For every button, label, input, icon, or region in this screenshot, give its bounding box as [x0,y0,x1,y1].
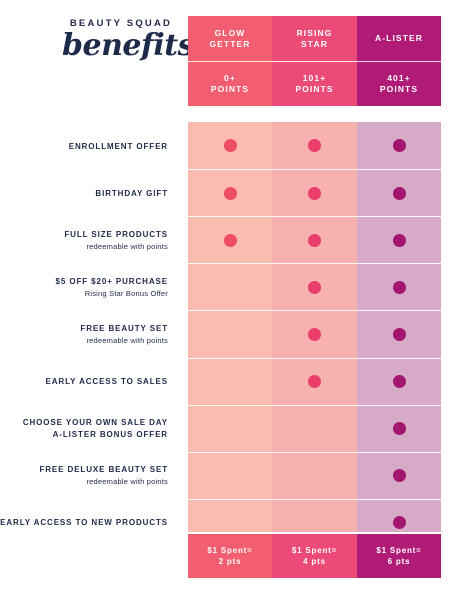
benefit-cell [357,451,441,499]
benefit-label: EARLY ACCESS TO SALES [0,376,168,388]
benefit-label: CHOOSE YOUR OWN SALE DAY A-LISTER BONUS … [0,417,168,441]
included-dot-icon [223,186,237,200]
benefit-cell [272,404,357,452]
benefit-cell [188,216,272,263]
benefit-cell [357,498,441,546]
benefit-subtitle: Rising Star Bonus Offer [84,288,168,298]
benefit-cell [188,357,272,405]
benefit-cell [272,169,357,216]
included-dot-icon [308,233,321,247]
benefit-cell [357,263,441,310]
tier-earn-rate-glow-getter: $1 Spent= 2 pts [188,534,272,578]
benefit-cell [357,404,441,452]
brand-script-title: benefits [62,28,195,63]
benefit-title: FULL SIZE PRODUCTS [64,229,168,239]
benefit-title: EARLY ACCESS TO NEW PRODUCTS [0,518,168,528]
included-dot-icon [392,139,406,153]
included-dot-icon [392,422,406,436]
benefit-cell [188,404,272,452]
benefit-cell [272,451,357,499]
benefit-title: BIRTHDAY GIFT [95,188,168,198]
benefit-title: CHOOSE YOUR OWN SALE DAY A-LISTER BONUS … [22,418,168,440]
benefit-title: EARLY ACCESS TO SALES [45,377,168,387]
included-dot-icon [392,375,406,389]
benefit-label: FREE BEAUTY SET redeemable with points [0,323,168,346]
benefit-subtitle: redeemable with points [86,241,168,251]
tier-cells-glow-getter [188,122,272,532]
benefit-cell [188,263,272,310]
benefit-title: FREE DELUXE BEAUTY SET [39,465,168,475]
benefit-cell [357,216,441,263]
benefit-cell [357,310,441,357]
benefit-cell [188,498,272,546]
benefit-cell [272,498,357,546]
tier-column-a-lister: A-LISTER 401+ POINTS $1 Spent= 6 pts [357,16,441,578]
benefit-label: FREE DELUXE BEAUTY SET redeemable with po… [0,464,168,487]
benefit-cell [188,169,272,216]
included-dot-icon [308,186,321,200]
benefit-cell [357,122,441,169]
benefit-title: FREE BEAUTY SET [80,323,168,333]
brand-logo: BEAUTY SQUAD benefits [62,18,195,63]
included-dot-icon [223,139,237,153]
benefit-title: $5 OFF $20+ PURCHASE [55,276,168,286]
benefit-label: BIRTHDAY GIFT [0,188,168,200]
benefit-cell [357,169,441,216]
benefit-subtitle: redeemable with points [86,335,168,345]
benefit-cell [272,310,357,357]
benefit-cell [272,357,357,405]
included-dot-icon [308,327,321,341]
included-dot-icon [223,233,237,247]
tier-points-a-lister: 401+ POINTS [357,61,441,106]
benefit-cell [188,310,272,357]
tier-points-glow-getter: 0+ POINTS [188,61,272,106]
included-dot-icon [392,327,406,341]
included-dot-icon [308,375,321,389]
included-dot-icon [308,280,321,294]
benefit-subtitle: redeemable with points [86,477,168,487]
benefit-cell [188,451,272,499]
tier-name-a-lister: A-LISTER [357,16,441,61]
benefit-cell [272,122,357,169]
included-dot-icon [392,186,406,200]
benefit-title: ENROLLMENT OFFER [68,141,168,151]
included-dot-icon [392,469,406,483]
tier-cells-a-lister [357,122,441,532]
tier-earn-rate-rising-star: $1 Spent= 4 pts [272,534,357,578]
tier-column-glow-getter: GLOW GETTER 0+ POINTS $1 Spent= 2 pts [188,16,272,578]
benefit-cell [188,122,272,169]
tier-name-rising-star: RISING STAR [272,16,357,61]
benefit-cell [272,216,357,263]
tier-cells-rising-star [272,122,357,532]
included-dot-icon [392,280,406,294]
benefit-label: EARLY ACCESS TO NEW PRODUCTS [0,517,168,529]
benefit-cell [272,263,357,310]
benefit-label: FULL SIZE PRODUCTS redeemable with points [0,229,168,252]
benefit-label: $5 OFF $20+ PURCHASE Rising Star Bonus Of… [0,276,168,299]
included-dot-icon [392,516,406,530]
tier-name-glow-getter: GLOW GETTER [188,16,272,61]
brand-title: BEAUTY SQUAD [69,18,173,29]
benefit-label: ENROLLMENT OFFER [0,141,168,153]
benefit-cell [357,357,441,405]
included-dot-icon [392,233,406,247]
tier-earn-rate-a-lister: $1 Spent= 6 pts [357,534,441,578]
tier-points-rising-star: 101+ POINTS [272,61,357,106]
tier-comparison-table: GLOW GETTER 0+ POINTS $1 Spent= 2 pts RI… [188,16,441,578]
tier-column-rising-star: RISING STAR 101+ POINTS $1 Spent= 4 pts [272,16,357,578]
included-dot-icon [308,139,321,153]
